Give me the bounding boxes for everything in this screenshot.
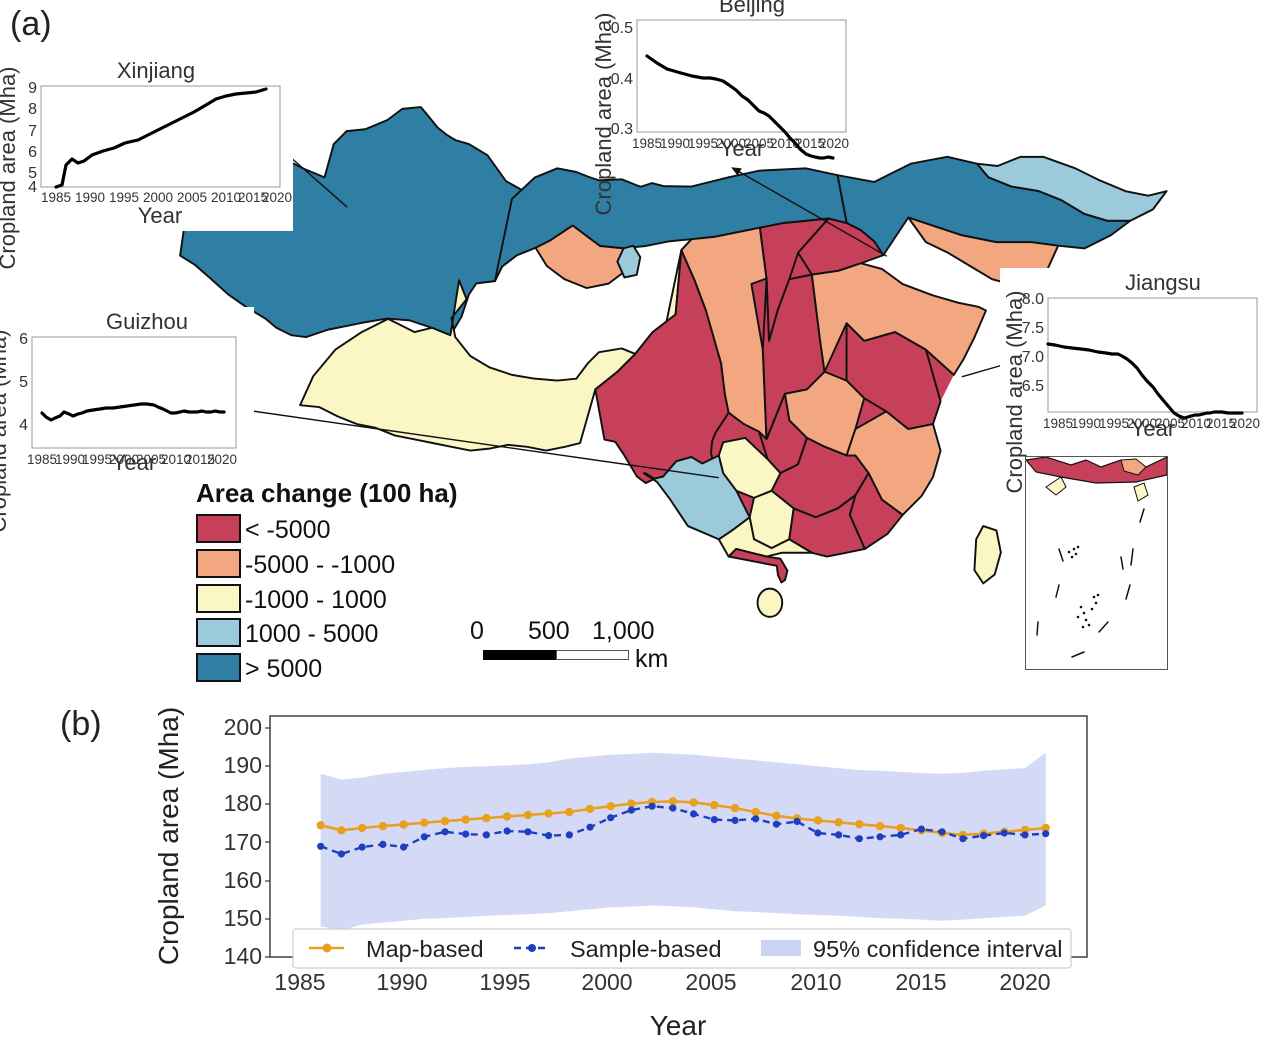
svg-text:Guizhou: Guizhou xyxy=(106,309,188,334)
svg-text:150: 150 xyxy=(224,905,262,931)
svg-text:4: 4 xyxy=(19,417,28,434)
svg-text:Cropland area (Mha): Cropland area (Mha) xyxy=(591,13,616,216)
svg-text:180: 180 xyxy=(224,790,262,816)
svg-text:1985: 1985 xyxy=(41,190,71,205)
svg-text:1985: 1985 xyxy=(27,452,57,467)
svg-text:1995: 1995 xyxy=(82,452,112,467)
svg-text:Year: Year xyxy=(112,450,156,475)
svg-text:1985: 1985 xyxy=(632,136,662,151)
svg-text:Year: Year xyxy=(1131,416,1175,441)
svg-text:Year: Year xyxy=(720,136,764,161)
svg-text:160: 160 xyxy=(224,867,262,893)
svg-text:Cropland area (Mha): Cropland area (Mha) xyxy=(0,330,11,533)
svg-text:1990: 1990 xyxy=(55,452,85,467)
svg-text:2010: 2010 xyxy=(211,190,241,205)
svg-text:95% confidence interval: 95% confidence interval xyxy=(813,936,1063,962)
svg-text:1990: 1990 xyxy=(1071,416,1101,431)
svg-text:Sample-based: Sample-based xyxy=(570,936,722,962)
svg-text:1990: 1990 xyxy=(75,190,105,205)
svg-text:Beijing: Beijing xyxy=(719,0,785,17)
svg-text:Year: Year xyxy=(138,203,182,228)
svg-text:Year: Year xyxy=(650,1010,707,1041)
svg-text:1990: 1990 xyxy=(660,136,690,151)
svg-text:2020: 2020 xyxy=(262,190,292,205)
svg-text:6: 6 xyxy=(19,331,28,348)
svg-text:1995: 1995 xyxy=(479,969,530,995)
svg-text:7: 7 xyxy=(28,123,37,140)
svg-text:170: 170 xyxy=(224,829,262,855)
svg-text:8: 8 xyxy=(28,101,37,118)
svg-text:2020: 2020 xyxy=(1230,416,1260,431)
svg-text:Cropland area (Mha): Cropland area (Mha) xyxy=(1002,291,1027,494)
svg-text:2015: 2015 xyxy=(895,969,946,995)
svg-text:Cropland area (Mha): Cropland area (Mha) xyxy=(0,67,20,270)
svg-text:Map-based: Map-based xyxy=(366,936,484,962)
svg-text:2020: 2020 xyxy=(207,452,237,467)
svg-text:2000: 2000 xyxy=(581,969,632,995)
svg-text:Xinjiang: Xinjiang xyxy=(117,58,195,83)
svg-text:140: 140 xyxy=(224,943,262,969)
svg-text:4: 4 xyxy=(28,179,37,196)
svg-text:Jiangsu: Jiangsu xyxy=(1125,270,1201,295)
svg-text:2005: 2005 xyxy=(685,969,736,995)
svg-text:1995: 1995 xyxy=(109,190,139,205)
svg-text:6: 6 xyxy=(28,144,37,161)
svg-text:2020: 2020 xyxy=(819,136,849,151)
svg-text:2020: 2020 xyxy=(999,969,1050,995)
svg-text:1995: 1995 xyxy=(1099,416,1129,431)
svg-text:2010: 2010 xyxy=(790,969,841,995)
svg-text:5: 5 xyxy=(19,374,28,391)
svg-text:1995: 1995 xyxy=(688,136,718,151)
svg-text:9: 9 xyxy=(28,80,37,97)
svg-text:1990: 1990 xyxy=(376,969,427,995)
svg-text:1985: 1985 xyxy=(1043,416,1073,431)
svg-text:1985: 1985 xyxy=(274,969,325,995)
